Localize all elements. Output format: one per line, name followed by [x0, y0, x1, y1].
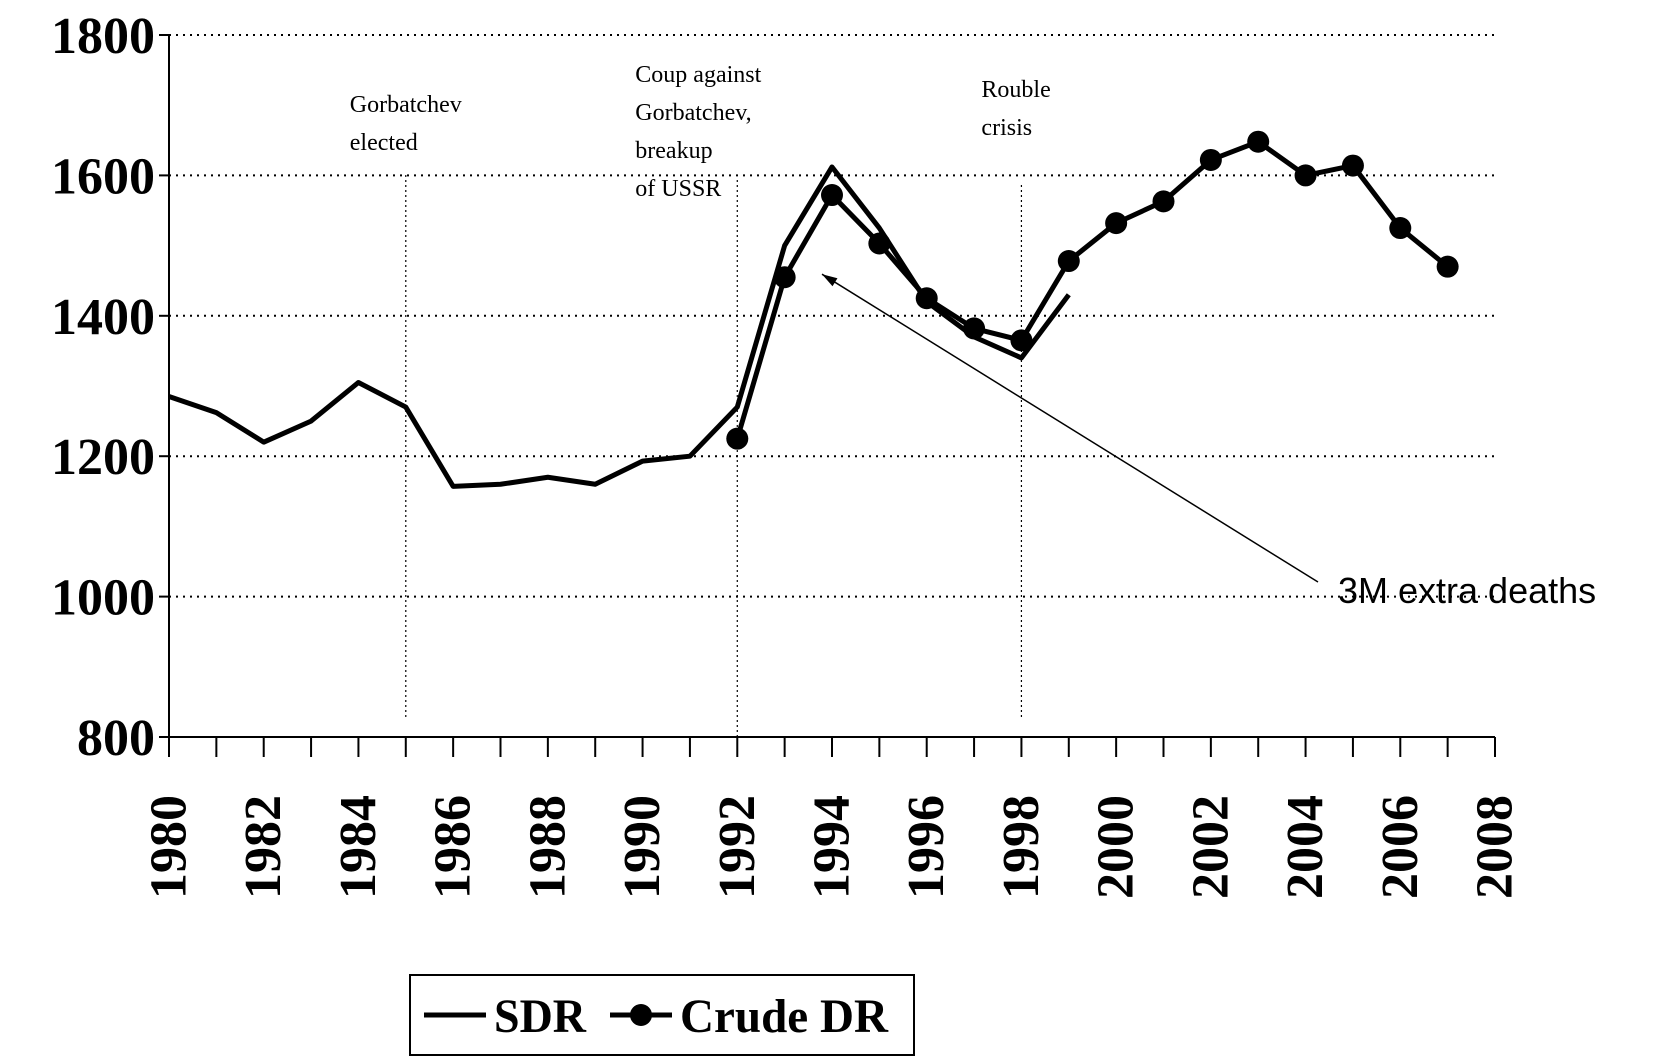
- x-tick-label: 1998: [993, 795, 1050, 899]
- marker: [1152, 190, 1175, 213]
- y-tick-label: 1200: [51, 429, 155, 486]
- marker: [726, 427, 749, 450]
- legend-marker: [630, 1004, 652, 1026]
- x-tick-label: 1980: [141, 795, 198, 899]
- legend-label: SDR: [494, 990, 587, 1043]
- event-label: Gorbatchev: [350, 92, 462, 118]
- event-label: Gorbatchev,: [635, 100, 751, 126]
- marker: [821, 184, 843, 207]
- y-tick-label: 1400: [51, 289, 155, 346]
- y-tick-label: 1600: [51, 148, 155, 205]
- x-tick-label: 1990: [614, 795, 671, 899]
- x-tick-label: 1984: [330, 795, 387, 899]
- y-tick-label: 1800: [51, 8, 155, 65]
- callout-arrow: [821, 273, 1319, 583]
- marker: [963, 317, 986, 340]
- marker: [1105, 212, 1128, 235]
- x-tick-label: 2000: [1088, 795, 1145, 899]
- marker: [1294, 164, 1317, 187]
- y-tick-label: 1000: [51, 570, 155, 627]
- marker: [1341, 154, 1364, 177]
- y-tick-label: 800: [77, 710, 155, 767]
- marker: [915, 287, 938, 310]
- x-tick-label: 1982: [235, 795, 292, 899]
- marker: [1436, 255, 1459, 278]
- event-label: crisis: [981, 115, 1032, 141]
- event-label: elected: [350, 130, 418, 156]
- marker: [1010, 329, 1033, 352]
- marker: [868, 232, 891, 255]
- legend-label: Crude DR: [680, 990, 889, 1043]
- x-tick-label: 2006: [1372, 795, 1429, 899]
- marker: [1199, 148, 1222, 171]
- marker: [773, 266, 796, 289]
- x-tick-label: 1986: [425, 795, 482, 899]
- x-tick-label: 1992: [709, 795, 766, 899]
- event-label: of USSR: [635, 176, 721, 202]
- marker: [1057, 250, 1080, 273]
- x-tick-label: 1996: [898, 795, 955, 899]
- event-label: breakup: [635, 138, 712, 164]
- series-line: [168, 164, 1071, 489]
- series-line: [734, 139, 1450, 440]
- x-tick-label: 2008: [1467, 795, 1524, 899]
- marker: [1389, 217, 1412, 240]
- x-tick-label: 1994: [804, 795, 861, 899]
- marker: [1247, 130, 1270, 153]
- callout-label: 3M extra deaths: [1338, 570, 1596, 611]
- arrow-head: [822, 274, 838, 287]
- event-label: Coup against: [635, 62, 761, 88]
- event-label: Rouble: [981, 77, 1050, 103]
- x-tick-label: 2002: [1182, 795, 1239, 899]
- x-tick-label: 1988: [519, 795, 576, 899]
- x-tick-label: 2004: [1277, 795, 1334, 899]
